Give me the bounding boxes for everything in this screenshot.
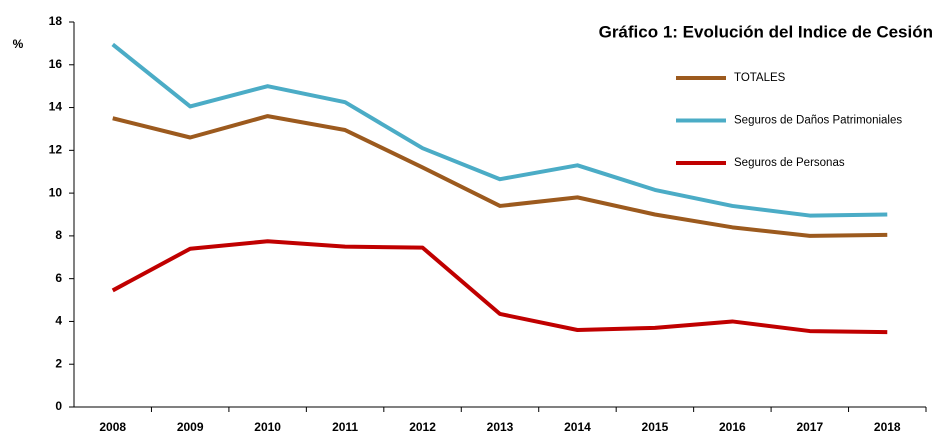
chart-title: Gráfico 1: Evolución del Indice de Cesió… [599,22,933,41]
x-tick-label: 2014 [564,420,591,434]
y-tick-label: 18 [49,14,63,28]
series-line [111,42,888,218]
y-axis-label: % [13,37,24,51]
x-tick-label: 2016 [719,420,746,434]
x-tick-label: 2017 [796,420,823,434]
x-tick-label: 2018 [874,420,901,434]
y-tick-label: 6 [55,271,62,285]
y-tick-label: 4 [55,314,62,328]
legend-label: Seguros de Personas [734,157,845,169]
series-line [111,239,888,335]
y-tick-label: 2 [55,356,62,370]
x-tick-label: 2015 [642,420,669,434]
x-tick-label: 2011 [332,420,358,434]
y-tick-label: 10 [49,185,63,199]
x-tick-label: 2012 [409,420,436,434]
x-tick-label: 2010 [254,420,281,434]
x-tick-label: 2008 [99,420,126,434]
x-tick-label: 2009 [177,420,204,434]
legend-label: Seguros de Daños Patrimoniales [734,115,902,127]
y-tick-label: 0 [55,399,62,413]
y-tick-label: 16 [49,57,63,71]
y-tick-label: 12 [49,143,63,157]
y-tick-label: 14 [49,100,63,114]
y-tick-label: 8 [55,228,62,242]
x-tick-label: 2013 [487,420,514,434]
series-line [112,114,888,238]
legend-label: TOTALES [734,72,786,84]
